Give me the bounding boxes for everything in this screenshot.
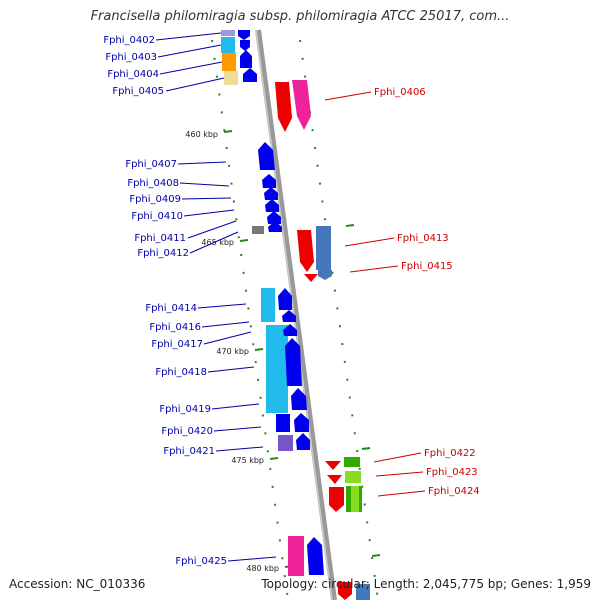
gene-label-0407[interactable]: Fphi_0407: [125, 159, 177, 170]
tick-label-465: 465 kbp: [201, 238, 234, 247]
gene-cluster-0422-0424[interactable]: [325, 457, 362, 512]
gene-0413-0415[interactable]: [297, 226, 332, 282]
tick-label-470: 470 kbp: [216, 347, 249, 356]
genome-backbone: [255, 29, 337, 600]
gene-label-0416[interactable]: Fphi_0416: [149, 322, 201, 333]
gene-labels-left: Fphi_0402 Fphi_0403 Fphi_0404 Fphi_0405 …: [103, 35, 227, 567]
gene-labels-right: Fphi_0406 Fphi_0413 Fphi_0415 Fphi_0422 …: [374, 87, 480, 497]
gene-label-0403[interactable]: Fphi_0403: [105, 52, 157, 63]
gene-label-0405[interactable]: Fphi_0405: [112, 86, 164, 97]
gene-label-0422[interactable]: Fphi_0422: [424, 448, 476, 459]
dotted-track-right: [299, 39, 379, 600]
gene-label-0423[interactable]: Fphi_0423: [426, 467, 478, 478]
gene-label-0414[interactable]: Fphi_0414: [145, 303, 197, 314]
topology-text: Topology: circular; Length: 2,045,775 bp…: [261, 577, 591, 591]
gene-cluster-0407-0412[interactable]: [252, 142, 282, 234]
dotted-track-left: [211, 39, 289, 600]
gene-label-0419[interactable]: Fphi_0419: [159, 404, 211, 415]
leader-lines-right: [324, 91, 426, 497]
tick-label-460: 460 kbp: [185, 130, 218, 139]
gene-label-0411[interactable]: Fphi_0411: [134, 233, 186, 244]
gene-cluster-0414-0421[interactable]: [261, 288, 310, 451]
accession-text: Accession: NC_010336: [9, 577, 146, 591]
gene-label-0418[interactable]: Fphi_0418: [155, 367, 207, 378]
gene-label-0420[interactable]: Fphi_0420: [161, 426, 213, 437]
gene-label-0410[interactable]: Fphi_0410: [131, 211, 183, 222]
gene-label-0408[interactable]: Fphi_0408: [127, 178, 179, 189]
tick-label-475: 475 kbp: [231, 456, 264, 465]
gene-label-0425[interactable]: Fphi_0425: [175, 556, 227, 567]
gene-cluster-0425[interactable]: [288, 536, 370, 600]
gene-label-0412[interactable]: Fphi_0412: [137, 248, 189, 259]
gene-cluster-0402-0405[interactable]: [221, 30, 257, 85]
gene-label-0402[interactable]: Fphi_0402: [103, 35, 155, 46]
gene-label-0409[interactable]: Fphi_0409: [129, 194, 181, 205]
map-title: Francisella philomiragia subsp. philomir…: [90, 9, 510, 24]
gene-label-0424[interactable]: Fphi_0424: [428, 486, 480, 497]
leader-lines-left: [155, 32, 277, 562]
tick-label-480: 480 kbp: [246, 564, 279, 573]
gene-label-0415[interactable]: Fphi_0415: [401, 261, 453, 272]
gene-label-0413[interactable]: Fphi_0413: [397, 233, 449, 244]
gene-label-0421[interactable]: Fphi_0421: [163, 446, 215, 457]
gene-label-0406[interactable]: Fphi_0406: [374, 87, 426, 98]
gene-label-0417[interactable]: Fphi_0417: [151, 339, 203, 350]
gene-label-0404[interactable]: Fphi_0404: [107, 69, 159, 80]
gene-0406[interactable]: [275, 80, 311, 132]
